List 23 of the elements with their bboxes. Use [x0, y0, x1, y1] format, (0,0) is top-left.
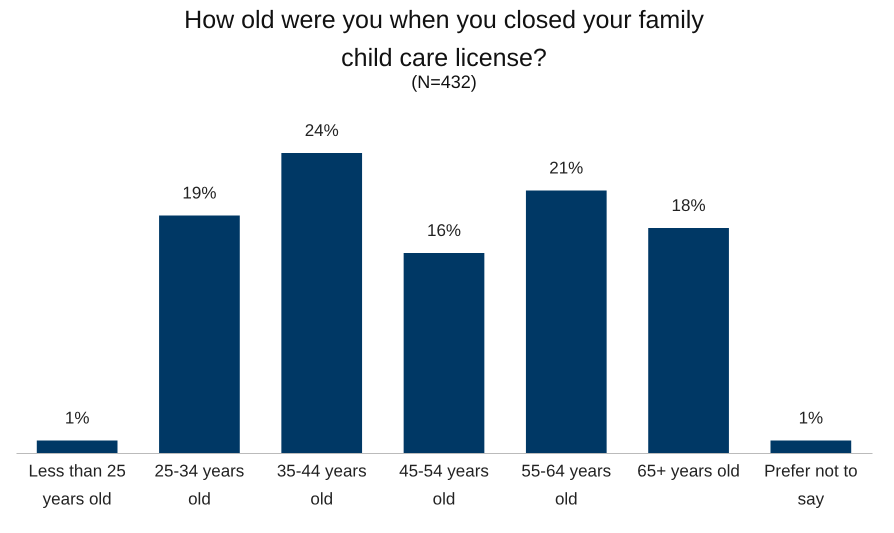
bar	[404, 253, 484, 453]
chart-title: How old were you when you closed your family child care license?	[184, 6, 704, 72]
data-label: 21%	[549, 158, 584, 178]
chart-subtitle: (N=432)	[411, 72, 477, 92]
data-label: 1%	[798, 408, 824, 428]
x-tick-label: Less than 25 years old	[28, 462, 126, 508]
x-tick-label: 45-54 years old	[399, 462, 489, 508]
x-tick-label: Prefer not to say	[764, 462, 858, 508]
bar	[770, 440, 852, 453]
data-label: 1%	[64, 408, 90, 428]
x-tick-label: 25-34 years old	[154, 462, 244, 508]
bar	[648, 228, 729, 453]
bar	[159, 216, 240, 453]
bar	[36, 440, 118, 453]
data-label: 24%	[304, 121, 339, 140]
x-tick-label: 35-44 years old	[276, 462, 367, 508]
data-label: 19%	[182, 184, 216, 202]
data-label: 16%	[426, 221, 462, 240]
bar	[526, 190, 607, 453]
x-tick-label: 55-64 years old	[521, 462, 612, 508]
bar	[281, 153, 362, 453]
data-label: 18%	[672, 196, 706, 215]
x-tick-label: 65+ years old	[637, 462, 740, 480]
